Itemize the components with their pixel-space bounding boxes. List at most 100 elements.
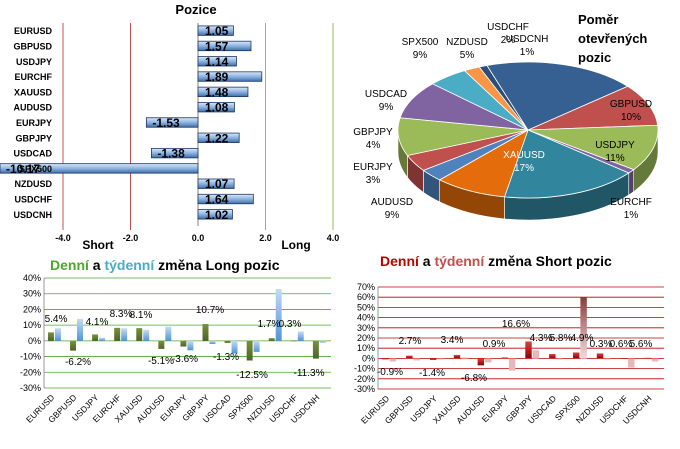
y-tick-label: 20%: [357, 333, 375, 343]
weekly-change-bar: [275, 289, 282, 341]
daily-change-bar: [596, 353, 604, 359]
data-label: -12.5%: [236, 370, 268, 381]
data-label: -1.3%: [213, 352, 239, 363]
position-bar: [197, 209, 233, 220]
y-tick-label: -30%: [20, 383, 41, 393]
pie-label-name: USDJPY: [595, 140, 635, 151]
position-bar: [197, 56, 237, 67]
daily-change-bar: [47, 332, 54, 341]
value-label: 1.05: [205, 24, 229, 38]
position-bar: [197, 193, 254, 205]
daily-change-bar: [114, 327, 121, 341]
daily-change-bar: [290, 340, 297, 342]
weekly-change-bar: [319, 340, 326, 343]
chart-title-part: Denní: [380, 253, 420, 269]
y-tick-label: -10%: [354, 364, 375, 374]
value-label: 1.14: [205, 55, 229, 69]
weekly-change-bar: [231, 340, 238, 354]
weekly-change-bar: [580, 297, 587, 359]
weekly-change-bar: [437, 358, 444, 360]
data-label: 0.6%: [610, 339, 633, 350]
pie-label-percent: 9%: [413, 50, 428, 61]
weekly-change-bar: [209, 340, 216, 344]
category-label: EURUSD: [14, 26, 53, 36]
pie-label-percent: 9%: [385, 210, 400, 221]
value-label: 1.64: [205, 193, 229, 207]
data-label: 16.6%: [502, 319, 530, 330]
pie-slice: [486, 61, 629, 131]
chart-title: Pozice: [175, 2, 216, 17]
chart-title-part: a: [419, 253, 435, 269]
data-label: -0.9%: [377, 367, 403, 378]
position-bar: [197, 132, 240, 143]
weekly-change-bar: [604, 358, 611, 360]
chart-title-part: týdenní: [434, 253, 485, 269]
value-label: 1.89: [205, 70, 229, 84]
value-label: 1.22: [205, 131, 229, 145]
y-tick-label: -20%: [354, 374, 375, 384]
category-label: NZDUSD: [15, 179, 53, 189]
value-label: 1.02: [205, 208, 229, 222]
category-label: GBPUSD: [13, 41, 52, 51]
pie-label-percent: 9%: [379, 102, 394, 113]
category-label: USDCNH: [13, 210, 52, 220]
chart-title-part: změna Short pozic: [484, 253, 612, 269]
data-label: -1.4%: [419, 368, 445, 379]
x-tick-label: 0.0: [192, 233, 205, 243]
chart-title-part: změna Long pozic: [154, 257, 279, 273]
daily-change-bar: [136, 328, 143, 341]
pie-label-percent: 4%: [366, 140, 381, 151]
value-label: -1.53: [152, 116, 180, 130]
pie-label-name: GBPUSD: [610, 99, 652, 110]
weekly-change-bar: [143, 329, 150, 341]
category-label: AUDUSD: [13, 103, 52, 113]
category-label: USDCHF: [15, 195, 53, 205]
chart-title-part: a: [89, 257, 105, 273]
position-bar: [0, 163, 199, 174]
daily-change-bar: [501, 357, 508, 359]
category-label: XAUUSD: [14, 87, 53, 97]
pie-title: pozic: [578, 50, 611, 65]
y-tick-label: 20%: [23, 304, 41, 314]
pie-slice: [527, 85, 659, 131]
y-tick-label: 40%: [357, 313, 375, 323]
weekly-change-bar: [532, 350, 540, 359]
y-tick-label: 10%: [357, 343, 375, 353]
pie-label-percent: 10%: [621, 112, 641, 123]
weekly-change-bar: [77, 318, 83, 341]
value-label: 1.08: [205, 101, 229, 115]
daily-change-bar: [620, 358, 628, 359]
x-tick-label: 4.0: [327, 233, 340, 243]
data-label: 3.4%: [441, 335, 464, 346]
category-label: GBPJPY: [15, 133, 52, 143]
category-label: USDJPY: [16, 57, 52, 67]
data-label: 4.9%: [571, 333, 594, 344]
daily-change-bar: [406, 355, 413, 359]
pie-label-name: USDCAD: [365, 89, 407, 100]
pie-label-name: AUDUSD: [371, 197, 413, 208]
pie-label-percent: 3%: [366, 175, 381, 186]
position-bar: [197, 178, 235, 189]
pie-slice: [503, 129, 630, 199]
pie-label-percent: 11%: [605, 153, 624, 164]
category-label: USDCAD: [13, 149, 52, 159]
y-tick-label: 30%: [357, 323, 375, 333]
data-label: 0.9%: [483, 339, 506, 350]
x-tick-label: -2.0: [123, 233, 139, 243]
y-tick-label: 40%: [23, 273, 41, 283]
daily-change-bar: [224, 340, 231, 343]
data-label: 8.3%: [110, 309, 133, 320]
data-label: 8.1%: [130, 310, 153, 321]
y-tick-label: -30%: [354, 384, 375, 394]
position-bar: [197, 86, 249, 98]
x-tick-label: 2.0: [259, 233, 272, 243]
data-label: 2.7%: [399, 336, 422, 347]
chart-title-part: týdenní: [104, 257, 155, 273]
value-label: -1.38: [157, 147, 185, 161]
weekly-change-bar: [389, 358, 397, 362]
weekly-change-bar: [54, 328, 61, 341]
daily-change-bar: [453, 354, 461, 359]
data-label: -6.8%: [461, 373, 487, 384]
position-bar: [145, 117, 199, 128]
